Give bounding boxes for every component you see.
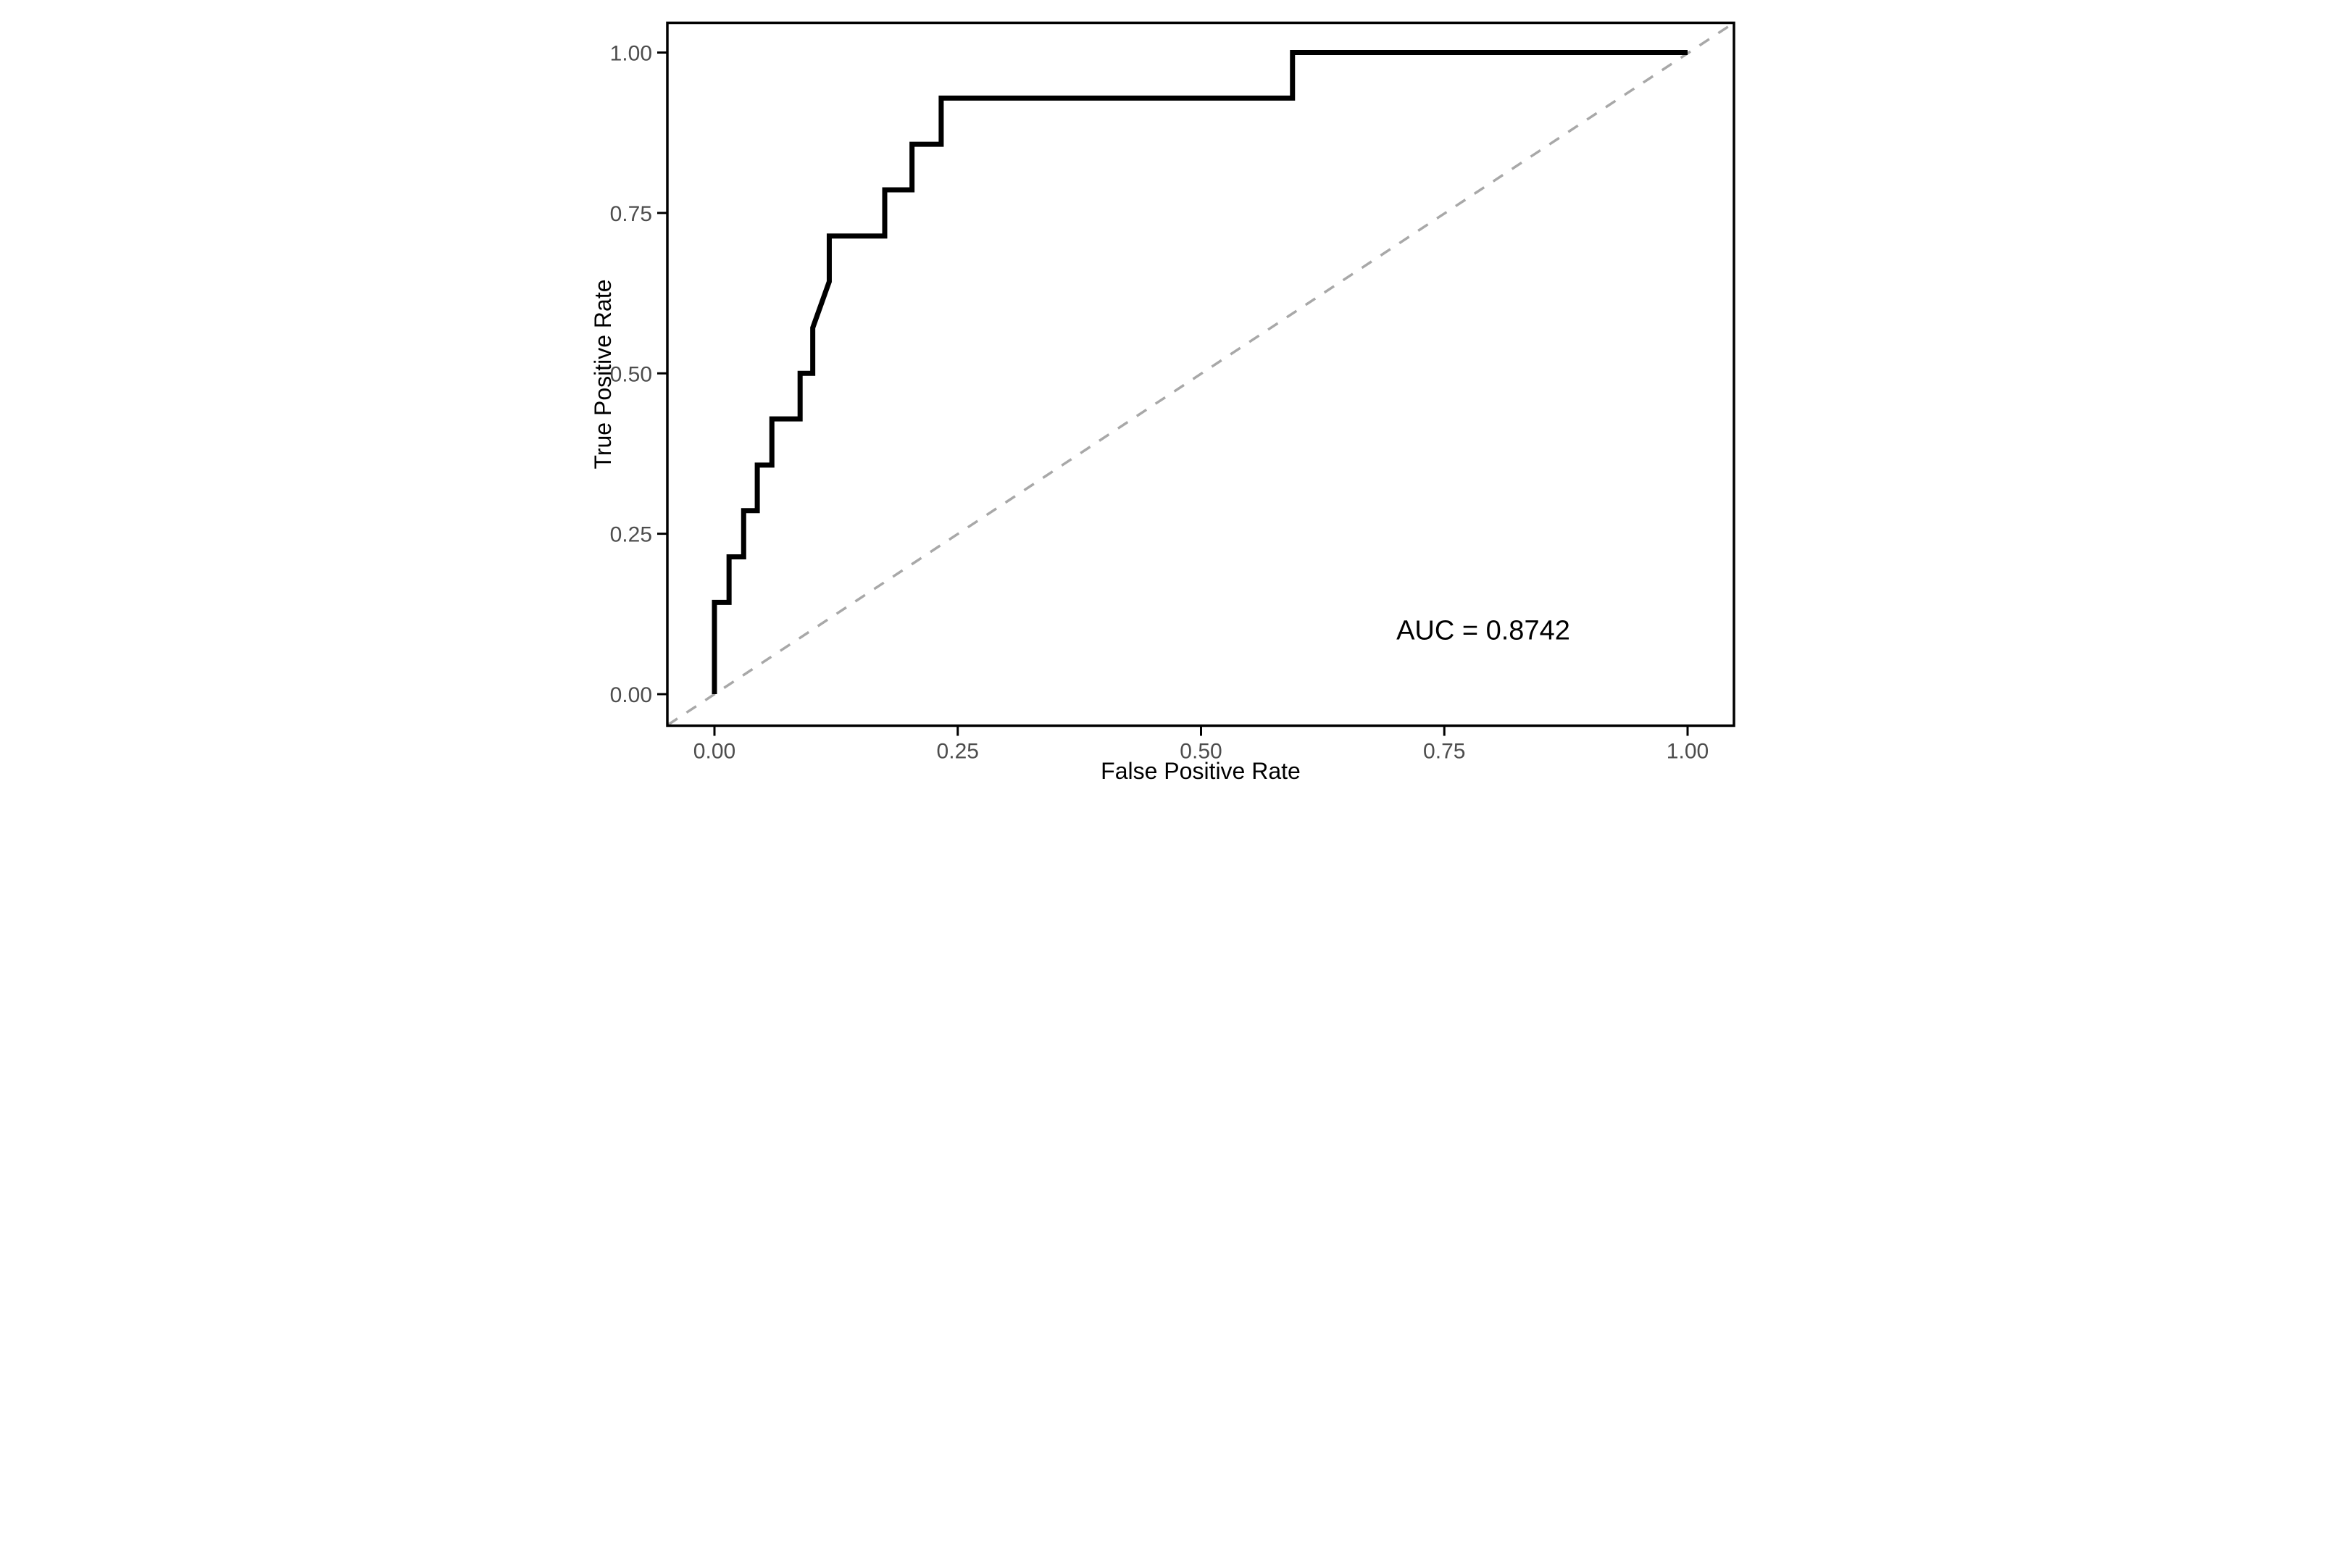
auc-annotation: AUC = 0.8742: [1396, 615, 1570, 646]
roc-chart-figure: 0.00 0.25 0.50 0.75 1.00 0.00 0.25 0.50 0.75 1.0…: [585, 0, 1754, 784]
x-axis-tick-label: 0.50: [1180, 740, 1222, 764]
x-axis-tick-labels: 0.00 0.25 0.50 0.75 1.00: [693, 740, 1709, 764]
y-axis-tick-label: 0.75: [610, 202, 652, 226]
y-axis-tick-label: 1.00: [610, 42, 652, 66]
y-axis-tick-label: 0.00: [610, 683, 652, 707]
y-axis-tick-labels: 0.00 0.25 0.50 0.75 1.00: [610, 42, 652, 708]
y-axis-tick-label: 0.50: [610, 362, 652, 386]
roc-chart-canvas: 0.00 0.25 0.50 0.75 1.00 0.00 0.25 0.50 0.75 1.0…: [585, 0, 1754, 784]
y-axis-tick-label: 0.25: [610, 523, 652, 547]
x-axis-tick-label: 0.75: [1423, 740, 1465, 764]
x-axis-ticks: [713, 725, 1689, 736]
x-axis-tick-label: 0.00: [693, 740, 735, 764]
reference-diagonal-line: [667, 22, 1735, 726]
x-axis-tick-label: 1.00: [1667, 740, 1709, 764]
y-axis-ticks: [657, 51, 667, 696]
x-axis-title: False Positive Rate: [1101, 758, 1301, 784]
x-axis-tick-label: 0.25: [937, 740, 979, 764]
roc-curve-line: [712, 50, 1688, 694]
y-axis-title: True Positive Rate: [590, 279, 616, 469]
